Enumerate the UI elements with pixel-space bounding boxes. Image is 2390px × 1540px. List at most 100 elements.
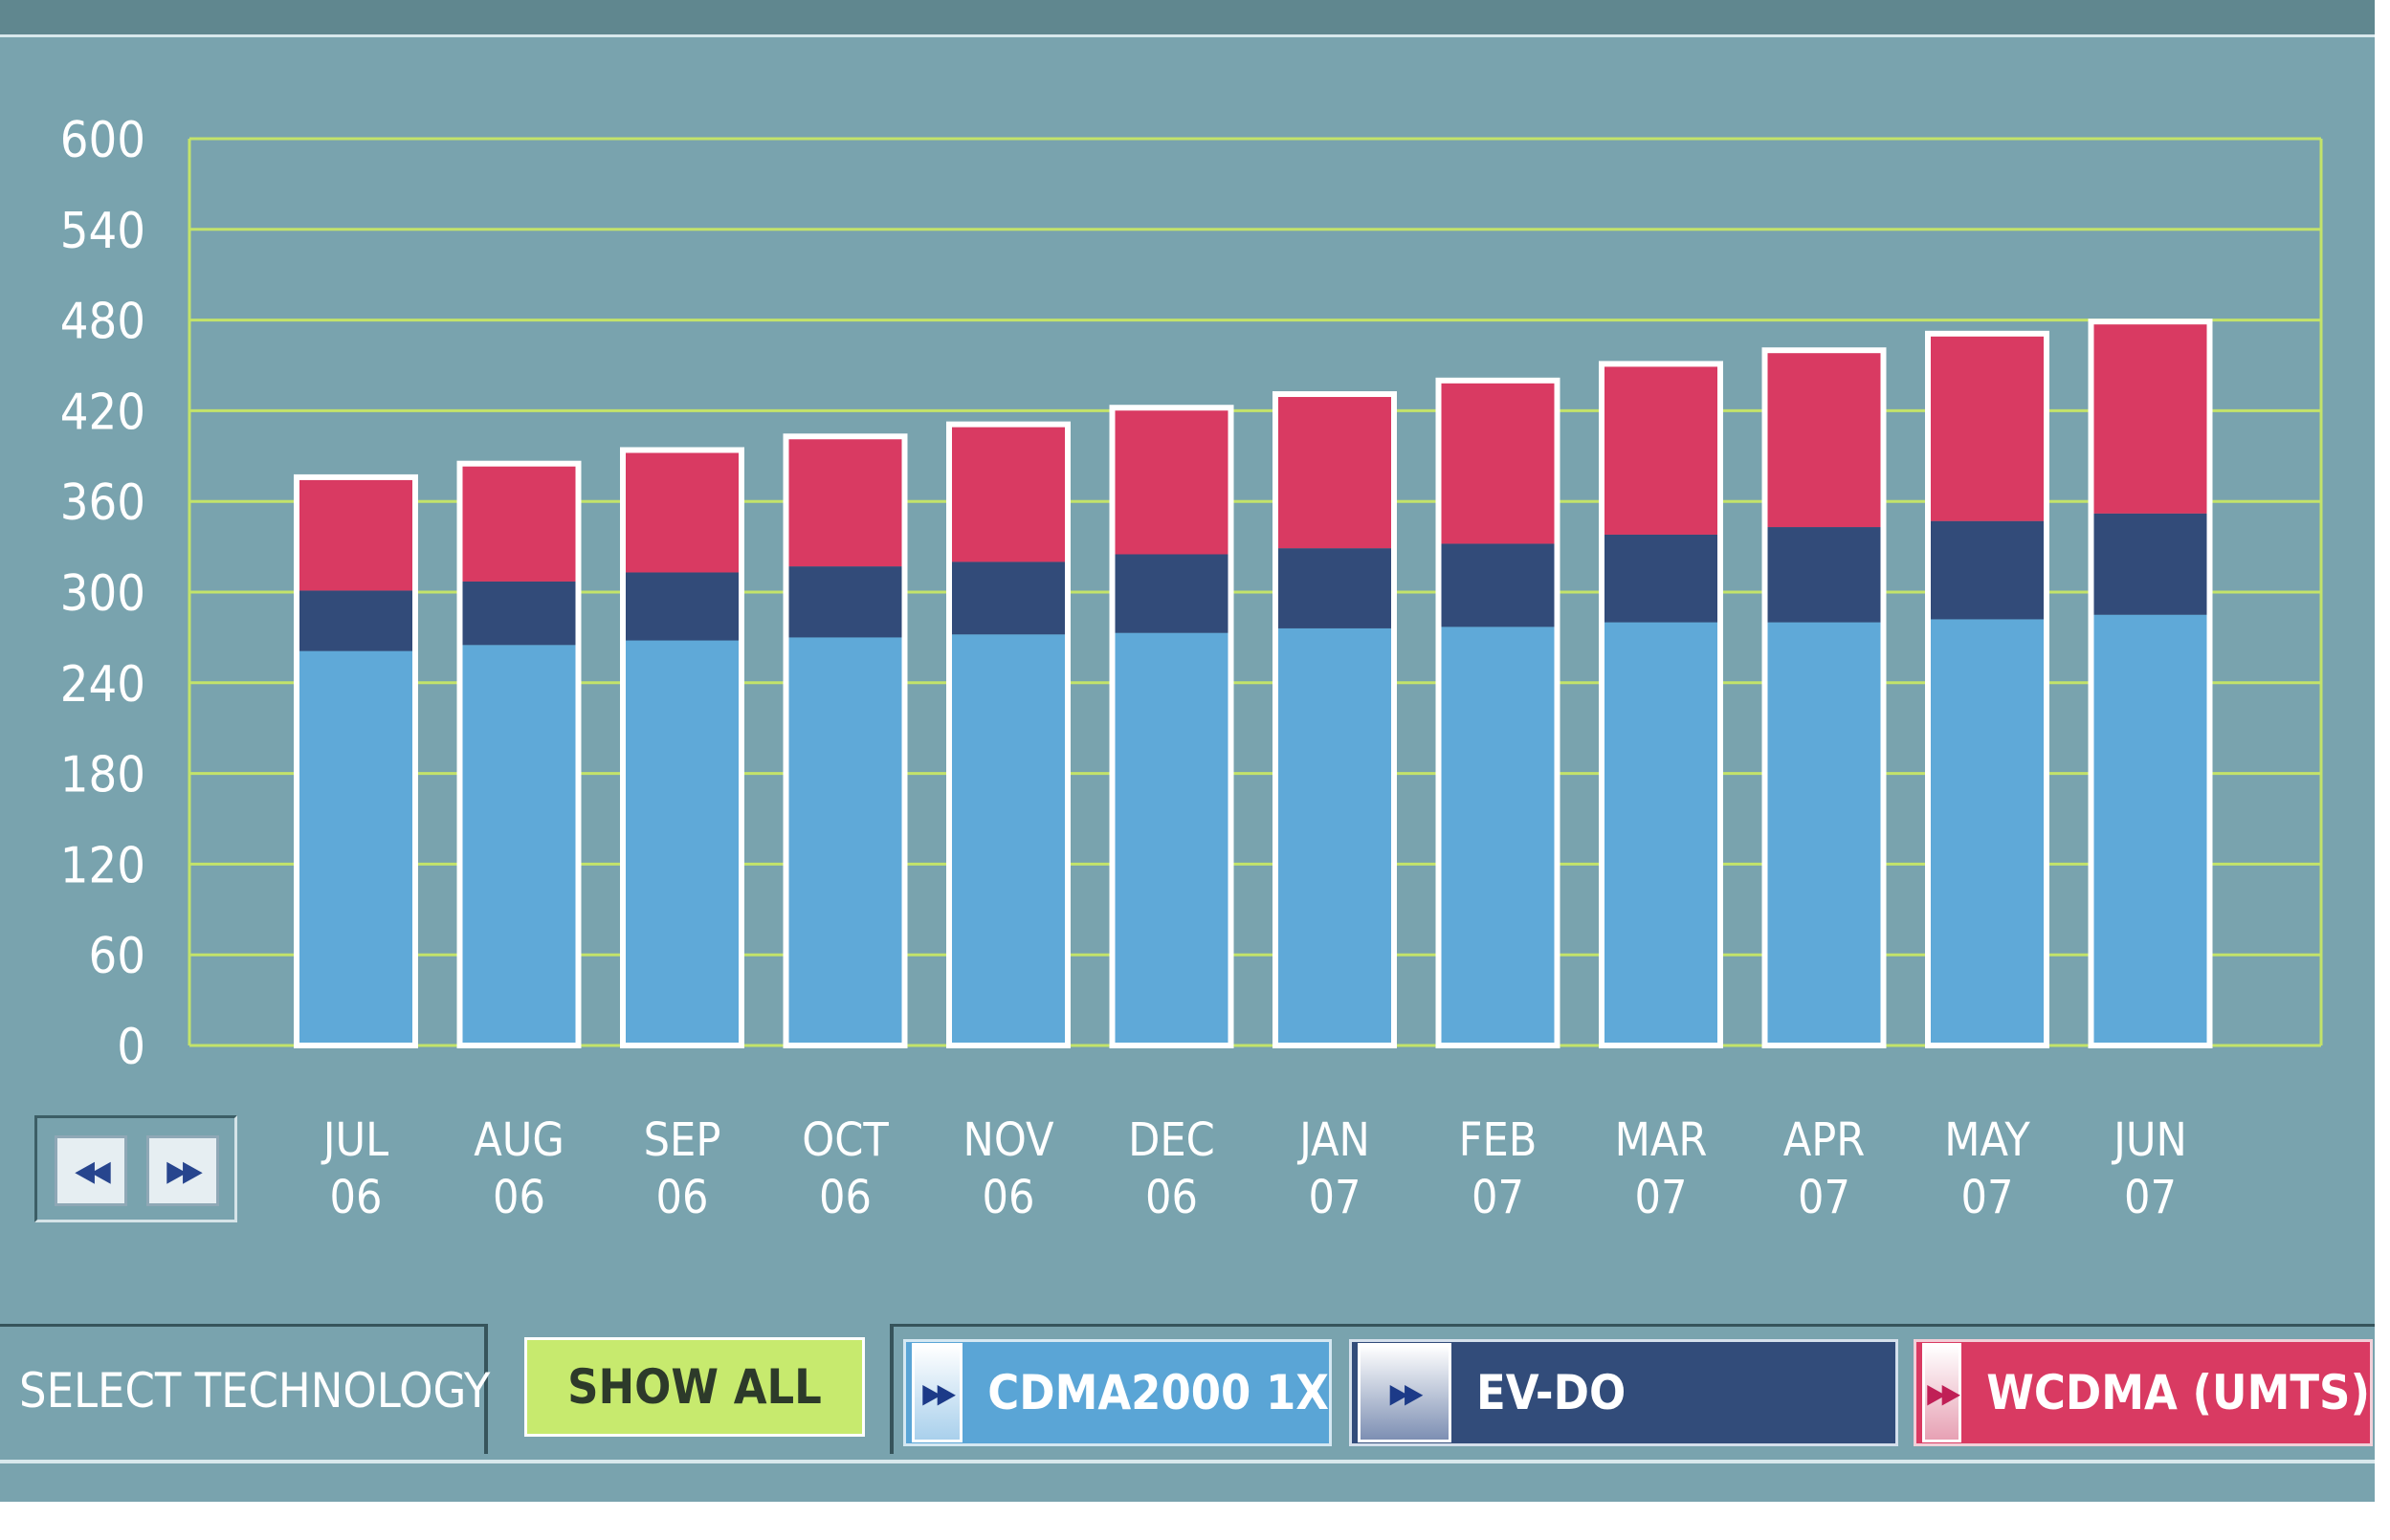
y-tick-label: 0 — [117, 1019, 145, 1076]
wcdma-umts-button[interactable]: ▶▶ WCDMA (UMTS) — [1914, 1339, 2373, 1446]
x-tick-label: APR — [1783, 1113, 1866, 1167]
x-tick-label: MAY — [1944, 1113, 2030, 1167]
bar-segment-ev-do — [1438, 543, 1558, 627]
y-tick-label: 120 — [60, 837, 145, 894]
chart-panel: 0 60 120 180 240 300 360 420 480 540 600 JUL 06 AUG 0… — [0, 0, 2375, 1502]
bar-segment-cdma2000-1x — [786, 637, 905, 1045]
y-tick-label: 360 — [60, 474, 145, 532]
x-tick-label: 07 — [2124, 1171, 2177, 1224]
bar-segment-ev-do — [1112, 554, 1231, 633]
x-tick-label: FEB — [1459, 1113, 1538, 1167]
previous-button[interactable]: ◀◀ — [55, 1135, 127, 1206]
bar-segment-cdma2000-1x — [1764, 622, 1884, 1045]
bar-outline — [1925, 330, 2049, 1048]
double-chevron-right-icon: ▶▶ — [166, 1154, 202, 1188]
chart-navigation: ◀◀ ▶▶ — [34, 1115, 237, 1222]
bar-segment-cdma2000-1x — [1928, 619, 2047, 1045]
bar-outline — [294, 473, 418, 1049]
bar-outline — [1435, 377, 1560, 1048]
bar-segment-cdma2000-1x — [1275, 627, 1394, 1045]
bar-segment-ev-do — [2091, 513, 2210, 615]
y-tick-label: 480 — [60, 294, 145, 351]
technology-buttons: ▶▶ CDMA2000 1X ▶▶ EV-DO ▶▶ WCDMA (UMTS) — [890, 1324, 2375, 1454]
bar-segment-wcdma-umts — [949, 424, 1068, 562]
bar-segment-wcdma-umts — [1438, 380, 1558, 544]
x-tick-label: JUN — [2111, 1113, 2187, 1167]
bar-outline — [783, 433, 908, 1048]
bar-segment-ev-do — [1275, 548, 1394, 628]
x-tick-label: MAR — [1615, 1113, 1708, 1167]
bar-segment-cdma2000-1x — [297, 650, 415, 1045]
bar-segment-ev-do — [949, 561, 1068, 635]
cdma2000-1x-button[interactable]: ▶▶ CDMA2000 1X — [903, 1339, 1332, 1446]
x-tick-label: 07 — [1472, 1171, 1524, 1224]
double-chevron-right-icon: ▶▶ — [912, 1343, 963, 1442]
bar-outline — [1599, 361, 1723, 1049]
x-tick-label: 06 — [493, 1171, 545, 1224]
y-tick-label: 60 — [88, 928, 145, 985]
x-tick-label: 06 — [330, 1171, 383, 1224]
bar-segment-wcdma-umts — [1764, 350, 1884, 528]
double-chevron-right-icon: ▶▶ — [1358, 1343, 1451, 1442]
bar-segment-cdma2000-1x — [2091, 614, 2210, 1045]
bar-segment-ev-do — [1928, 520, 2047, 620]
x-axis-ticks: JUL06AUG06SEP06OCT06NOV06DEC06JAN07FEB07… — [321, 1113, 2187, 1224]
bar-segment-ev-do — [1602, 534, 1720, 623]
x-tick-label: NOV — [963, 1113, 1054, 1167]
bar-outline — [946, 421, 1071, 1048]
ev-do-button[interactable]: ▶▶ EV-DO — [1349, 1339, 1898, 1446]
y-tick-label: 300 — [60, 565, 145, 623]
bar-segment-wcdma-umts — [459, 463, 579, 582]
show-all-button[interactable]: SHOW ALL — [524, 1337, 865, 1437]
x-tick-label: 06 — [819, 1171, 872, 1224]
bar-segment-cdma2000-1x — [1602, 622, 1720, 1045]
y-tick-label: 240 — [60, 656, 145, 714]
x-tick-label: 06 — [983, 1171, 1035, 1224]
bar-outline — [2088, 319, 2213, 1048]
bar-segment-wcdma-umts — [2091, 321, 2210, 514]
bar-segment-wcdma-umts — [1112, 407, 1231, 555]
bar-segment-wcdma-umts — [1928, 333, 2047, 521]
x-tick-label: 07 — [1309, 1171, 1361, 1224]
bar-segment-cdma2000-1x — [623, 640, 741, 1045]
bar-segment-ev-do — [623, 572, 741, 641]
bar-segment-ev-do — [1764, 527, 1884, 623]
bar-segment-ev-do — [786, 566, 905, 638]
next-button[interactable]: ▶▶ — [146, 1135, 219, 1206]
x-tick-label: JUL — [321, 1113, 388, 1167]
bar-segment-wcdma-umts — [786, 436, 905, 567]
bar-outline — [456, 460, 582, 1048]
bars — [294, 319, 2213, 1049]
y-tick-label: 180 — [60, 747, 145, 804]
y-tick-label: 600 — [60, 112, 145, 169]
x-tick-label: OCT — [802, 1113, 889, 1167]
bar-segment-wcdma-umts — [623, 450, 741, 573]
x-tick-label: SEP — [644, 1113, 721, 1167]
x-tick-label: 07 — [1961, 1171, 2014, 1224]
top-bar — [0, 0, 2375, 37]
double-chevron-left-icon: ◀◀ — [75, 1154, 110, 1188]
x-tick-label: AUG — [474, 1113, 564, 1167]
bar-outline — [1109, 405, 1234, 1048]
x-tick-label: 06 — [656, 1171, 709, 1224]
bar-segment-cdma2000-1x — [459, 645, 579, 1045]
bar-segment-wcdma-umts — [1602, 363, 1720, 535]
bar-outline — [1761, 347, 1887, 1048]
bar-segment-ev-do — [459, 581, 579, 646]
double-chevron-right-icon: ▶▶ — [1922, 1343, 1962, 1442]
bar-segment-cdma2000-1x — [1112, 632, 1231, 1045]
y-axis-ticks: 0 60 120 180 240 300 360 420 480 540 600 — [60, 112, 145, 1076]
bar-segment-wcdma-umts — [1275, 394, 1394, 549]
bar-segment-cdma2000-1x — [1438, 627, 1558, 1045]
bottom-strip — [0, 1460, 2375, 1502]
ev-do-label: EV-DO — [1476, 1365, 1627, 1420]
x-tick-label: 06 — [1145, 1171, 1198, 1224]
x-tick-label: 07 — [1798, 1171, 1850, 1224]
cdma2000-1x-label: CDMA2000 1X — [987, 1365, 1329, 1420]
x-tick-label: 07 — [1635, 1171, 1688, 1224]
technology-selector: SELECT TECHNOLOGY SHOW ALL ▶▶ CDMA2000 1… — [0, 1324, 2375, 1460]
y-tick-label: 420 — [60, 384, 145, 441]
bar-segment-wcdma-umts — [297, 476, 415, 591]
bar-outline — [620, 447, 744, 1049]
